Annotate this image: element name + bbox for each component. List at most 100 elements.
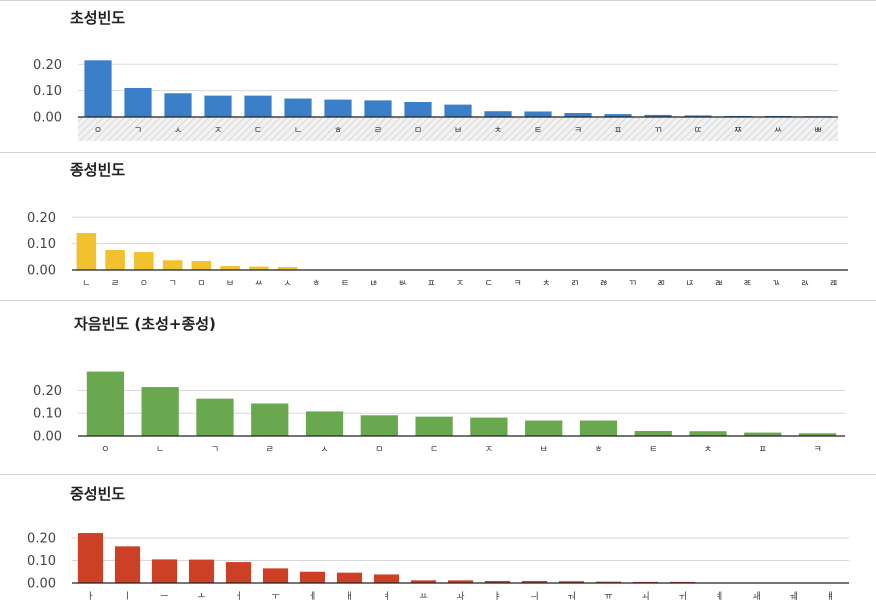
x-tick-label: ㅙ: [752, 591, 760, 602]
y-tick-label: 0.00: [27, 577, 56, 592]
y-tick-label: 0.10: [33, 407, 62, 422]
bar: [196, 399, 233, 436]
x-tick-label: ㅈ: [214, 126, 222, 136]
bar: [142, 387, 179, 436]
x-tick-label: ㅈ: [456, 279, 464, 289]
bar: [374, 574, 399, 583]
bar: [324, 100, 351, 117]
x-tick-label: ㅢ: [530, 591, 538, 602]
bar: [525, 421, 562, 436]
x-tick-label: ㄼ: [715, 279, 723, 289]
y-tick-label: 0.20: [27, 532, 56, 547]
bar: [226, 562, 251, 583]
bar: [364, 100, 391, 117]
bar: [361, 415, 398, 436]
x-tick-label: ㅎ: [334, 126, 342, 136]
x-tick-label: ㄿ: [829, 279, 837, 289]
bar: [87, 372, 124, 436]
bar: [689, 431, 726, 436]
bar: [134, 252, 154, 270]
bar: [444, 105, 471, 117]
x-tick-label: ㅕ: [382, 591, 390, 602]
x-tick-label: ㅛ: [419, 592, 427, 602]
x-tick-label: ㄲ: [628, 279, 636, 289]
x-tick-label: ㄳ: [772, 279, 780, 289]
y-tick-label: 0.20: [33, 384, 62, 399]
x-tick-label: ㅐ: [345, 591, 353, 602]
x-tick-label: ㄹ: [111, 279, 119, 289]
x-tick-label: ㅏ: [86, 591, 94, 602]
x-tick-label: ㅇ: [140, 279, 148, 289]
bar: [306, 411, 343, 436]
bar: [189, 560, 214, 583]
bar: [580, 421, 617, 436]
x-tick-label: ㅋ: [574, 126, 582, 136]
x-tick-label: ㅚ: [641, 591, 649, 602]
x-tick-label: ㅇ: [101, 445, 109, 455]
x-tick-label: ㄵ: [686, 279, 694, 289]
bar: [524, 111, 551, 117]
bar: [484, 111, 511, 117]
x-tick-label: ㄸ: [694, 126, 702, 136]
x-tick-label: ㅁ: [414, 126, 422, 136]
x-tick-label: ㅜ: [271, 592, 279, 602]
x-tick-label: ㅖ: [715, 591, 723, 602]
x-tick-label: ㅘ: [456, 591, 464, 602]
x-tick-label: ㅍ: [427, 279, 435, 289]
x-tick-label: ㅌ: [534, 126, 542, 136]
bar: [78, 533, 103, 583]
bar: [192, 261, 212, 270]
x-tick-label: ㄶ: [370, 279, 378, 289]
bar: [163, 260, 183, 270]
y-tick-label: 0.20: [33, 58, 62, 73]
x-tick-label: ㄱ: [134, 126, 142, 136]
bar: [635, 431, 672, 436]
x-tick-label: ㅋ: [813, 445, 821, 455]
x-tick-label: ㄺ: [571, 279, 579, 289]
x-tick-label: ㅝ: [567, 591, 575, 602]
bar: [337, 573, 362, 583]
bar: [404, 102, 431, 117]
bar: [105, 250, 125, 270]
x-tick-label: ㅆ: [774, 126, 782, 136]
x-tick-label: ㅊ: [494, 126, 502, 136]
x-tick-label: ㄲ: [654, 126, 662, 136]
x-tick-label: ㄽ: [801, 279, 809, 289]
x-tick-label: ㅄ: [398, 279, 406, 289]
x-tick-label: ㅈ: [485, 445, 493, 455]
bar: [415, 417, 452, 436]
y-tick-label: 0.00: [33, 430, 62, 445]
x-tick-label: ㅌ: [341, 279, 349, 289]
x-tick-label: ㅔ: [308, 591, 316, 602]
x-tick-label: ㅅ: [174, 126, 182, 136]
x-tick-label: ㄱ: [168, 279, 176, 289]
bar: [470, 418, 507, 436]
x-tick-label: ㅡ: [160, 592, 168, 602]
x-tick-label: ㅓ: [234, 591, 242, 602]
bar: [204, 96, 231, 117]
bar: [244, 96, 271, 117]
x-tick-label: ㅂ: [454, 126, 462, 136]
x-tick-label: ㄷ: [485, 279, 493, 289]
x-tick-label: ㄴ: [156, 445, 164, 455]
x-tick-label: ㅅ: [283, 279, 291, 289]
x-tick-label: ㄱ: [211, 445, 219, 455]
x-tick-label: ㅊ: [704, 445, 712, 455]
x-tick-label: ㅁ: [197, 279, 205, 289]
bar: [300, 572, 325, 583]
bar: [84, 60, 111, 117]
bar: [152, 559, 177, 583]
x-tick-label: ㅅ: [320, 445, 328, 455]
bar: [164, 93, 191, 117]
y-tick-label: 0.00: [27, 264, 56, 279]
x-tick-label: ㅃ: [814, 126, 822, 136]
bar: [124, 88, 151, 117]
bar: [284, 99, 311, 117]
